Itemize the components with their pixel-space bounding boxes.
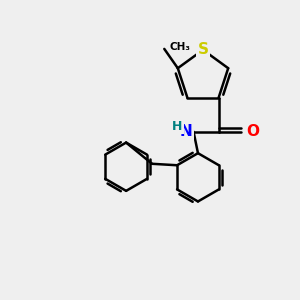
- Text: N: N: [179, 124, 192, 139]
- Text: S: S: [197, 42, 208, 57]
- Text: O: O: [247, 124, 260, 139]
- Text: CH₃: CH₃: [169, 42, 190, 52]
- Text: H: H: [172, 120, 182, 133]
